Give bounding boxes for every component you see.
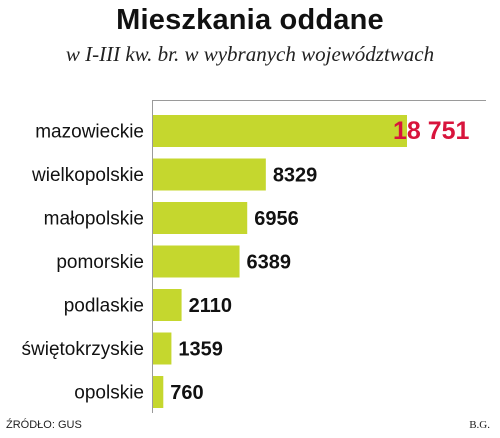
value-label-5: 1359 (178, 339, 223, 361)
category-label-6: opolskie (74, 383, 144, 404)
source-note: ŹRÓDŁO: GUS (6, 419, 82, 431)
category-label-4: podlaskie (64, 296, 144, 317)
category-label-5: świętokrzyskie (22, 339, 144, 360)
bar-3 (153, 245, 240, 278)
plot-frame (152, 100, 486, 413)
category-label-2: małopolskie (44, 209, 144, 230)
bar-1 (153, 158, 266, 191)
bar-2 (153, 202, 248, 234)
bar-5 (153, 332, 172, 365)
chart-title: Mieszkania oddane (116, 4, 384, 36)
bar-4 (153, 289, 182, 321)
value-label-2: 6956 (254, 208, 299, 230)
value-label-4: 2110 (189, 295, 232, 317)
value-label-0: 18 751 (393, 117, 470, 145)
value-label-1: 8329 (273, 165, 318, 187)
category-label-3: pomorskie (56, 252, 144, 273)
value-label-6: 760 (170, 382, 203, 404)
bar-0 (153, 115, 407, 147)
bar-6 (153, 376, 164, 408)
chart-subtitle: w I-III kw. br. w wybranych województwac… (65, 42, 435, 66)
author-credit: B.G. (469, 419, 490, 431)
category-label-1: wielkopolskie (31, 165, 144, 186)
value-label-3: 6389 (247, 252, 292, 274)
category-label-0: mazowieckie (35, 122, 144, 143)
